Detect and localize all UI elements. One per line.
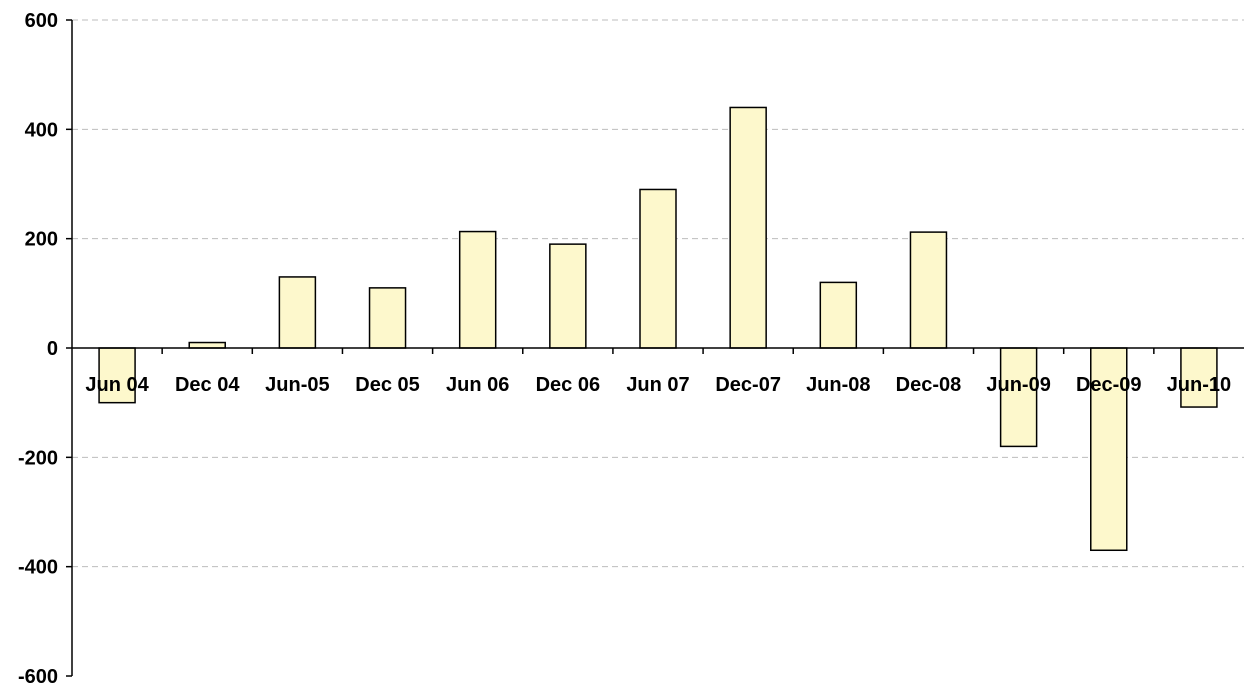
- category-label: Jun-08: [806, 374, 870, 396]
- bar: [819, 281, 858, 349]
- category-label: Dec 04: [175, 374, 240, 396]
- bar: [1090, 347, 1128, 552]
- category-label: Jun-05: [265, 374, 329, 396]
- y-tick-label: 200: [25, 229, 58, 251]
- bar: [458, 230, 497, 349]
- y-tick-label: -200: [18, 447, 58, 469]
- category-label: Jun-09: [986, 374, 1050, 396]
- y-tick-label: 600: [25, 10, 58, 32]
- y-tick-label: 400: [25, 119, 58, 141]
- bar: [999, 347, 1038, 448]
- category-label: Jun 07: [626, 374, 689, 396]
- category-label: Dec 06: [536, 374, 601, 396]
- category-label: Dec-07: [715, 374, 781, 396]
- y-tick-label: 0: [47, 338, 58, 360]
- y-tick-label: -600: [18, 666, 58, 686]
- bar: [549, 243, 587, 349]
- y-tick-label: -400: [18, 557, 58, 579]
- bar: [188, 341, 226, 349]
- category-labels: Jun 04 Dec 04 Jun-05 Dec 05 Jun 06 Dec 06 Jun …: [85, 348, 1231, 396]
- category-label: Jun 06: [446, 374, 509, 396]
- bar: [909, 231, 948, 349]
- gridlines: [72, 19, 1244, 568]
- category-label: Dec-09: [1076, 374, 1142, 396]
- bar: [368, 287, 407, 349]
- bar: [278, 276, 317, 349]
- category-label: Dec 05: [355, 374, 420, 396]
- category-label: Jun 04: [85, 374, 149, 396]
- bars: [98, 106, 1218, 552]
- axes: [71, 20, 1244, 676]
- category-label: Jun-10: [1167, 374, 1231, 396]
- bar: [1180, 347, 1218, 408]
- bar: [729, 106, 767, 349]
- y-tick-labels: -600 -400 -200 0 200 400 600: [18, 10, 72, 686]
- bar: [639, 188, 677, 349]
- category-label: Dec-08: [896, 374, 962, 396]
